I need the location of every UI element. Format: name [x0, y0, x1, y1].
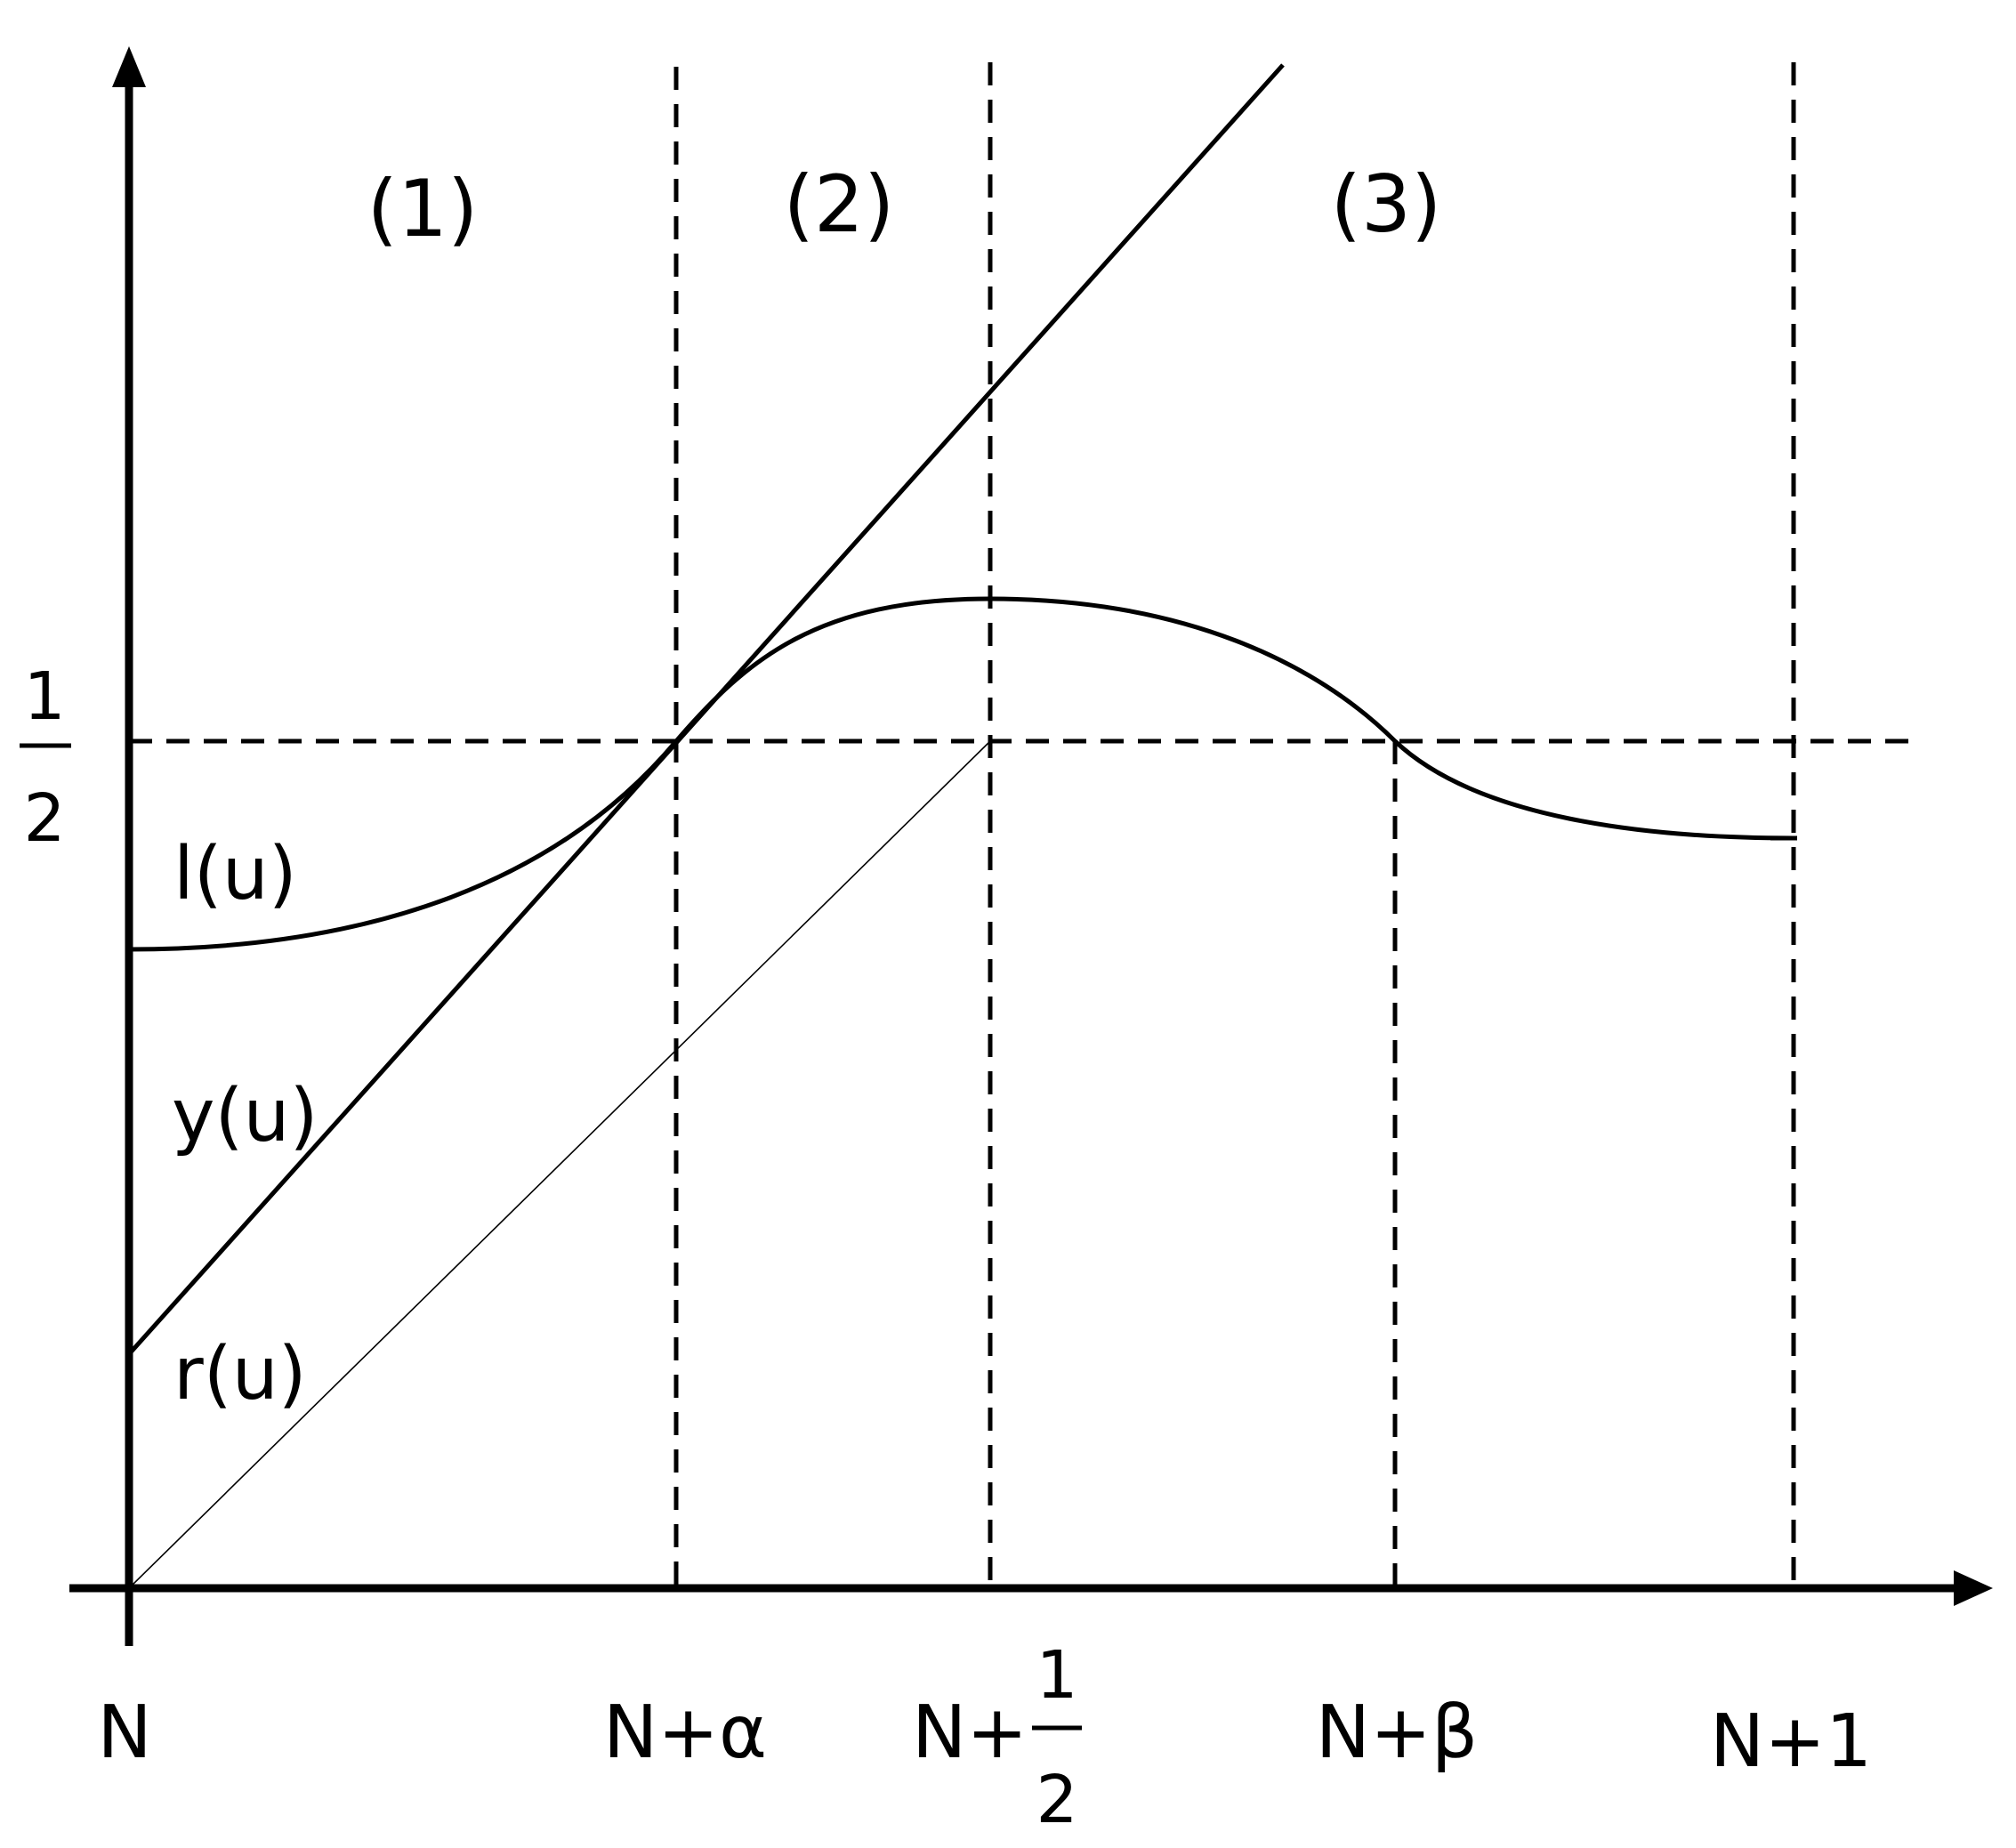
x-tick-n: N — [97, 1691, 151, 1775]
curve-l — [128, 739, 678, 952]
region-label-3: (3) — [1331, 158, 1442, 250]
label-l: l(u) — [173, 832, 297, 916]
label-y: y(u) — [172, 1074, 318, 1158]
x-tick-n-one: N+1 — [1710, 1699, 1872, 1784]
y-tick-half-num: 1 — [23, 658, 65, 735]
x-tick-n-half-prefix: N+ — [912, 1691, 1028, 1775]
curve-hump — [674, 596, 1794, 841]
x-axis-arrowhead — [1954, 1570, 1993, 1606]
label-r: r(u) — [173, 1332, 307, 1416]
x-tick-n-alpha: N+α — [603, 1691, 767, 1775]
region-label-2: (2) — [784, 158, 895, 250]
region-label-1: (1) — [367, 163, 479, 254]
y-axis-arrowhead — [112, 46, 146, 87]
curve-r — [128, 740, 991, 1589]
x-tick-n-beta: N+β — [1316, 1691, 1478, 1775]
x-tick-n-half-num: 1 — [1036, 1637, 1077, 1714]
y-tick-half-den: 2 — [23, 780, 65, 857]
x-tick-n-half-den: 2 — [1036, 1762, 1077, 1838]
